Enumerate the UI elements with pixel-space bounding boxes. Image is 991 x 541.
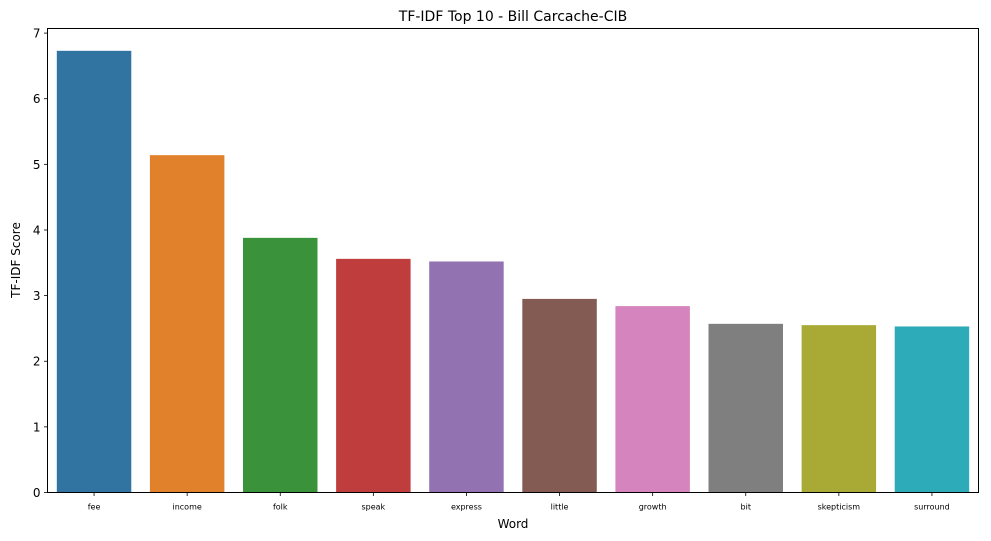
bar-growth bbox=[615, 306, 690, 493]
bar-little bbox=[522, 298, 597, 493]
y-axis-label: TF-IDF Score bbox=[9, 222, 23, 299]
x-tick-label-skepticism: skepticism bbox=[818, 503, 861, 512]
y-tick-label-7: 7 bbox=[33, 27, 41, 41]
x-tick-label-express: express bbox=[451, 503, 482, 512]
x-tick-label-speak: speak bbox=[361, 503, 385, 512]
bar-income bbox=[149, 155, 225, 493]
bar-bit bbox=[708, 323, 783, 493]
y-tick-label-4: 4 bbox=[33, 223, 41, 237]
plot-area: fee income folk speak express little growth bit… bbox=[33, 27, 970, 512]
y-tick-label-0: 0 bbox=[33, 486, 41, 500]
x-tick-label-surround: surround bbox=[914, 503, 950, 512]
x-tick-label-folk: folk bbox=[273, 503, 288, 512]
x-tick-label-fee: fee bbox=[88, 503, 101, 512]
bar-surround bbox=[894, 326, 970, 493]
y-tick-label-6: 6 bbox=[33, 92, 41, 106]
y-tick-label-3: 3 bbox=[33, 289, 41, 303]
y-tick-label-5: 5 bbox=[33, 158, 41, 172]
x-tick-label-growth: growth bbox=[639, 503, 667, 512]
plot-frame bbox=[47, 28, 979, 493]
x-tick-label-income: income bbox=[172, 503, 201, 512]
bar-folk bbox=[243, 237, 318, 493]
y-tick-label-1: 1 bbox=[33, 420, 41, 434]
chart-title: TF-IDF Top 10 - Bill Carcache-CIB bbox=[398, 9, 627, 25]
bar-fee bbox=[56, 50, 132, 493]
x-axis-label: Word bbox=[498, 517, 529, 531]
bar-skepticism bbox=[801, 325, 877, 493]
bar-express bbox=[429, 261, 504, 493]
x-tick-label-little: little bbox=[551, 503, 569, 512]
y-tick-label-2: 2 bbox=[33, 355, 41, 369]
bar-speak bbox=[336, 258, 411, 493]
x-tick-label-bit: bit bbox=[741, 503, 751, 512]
